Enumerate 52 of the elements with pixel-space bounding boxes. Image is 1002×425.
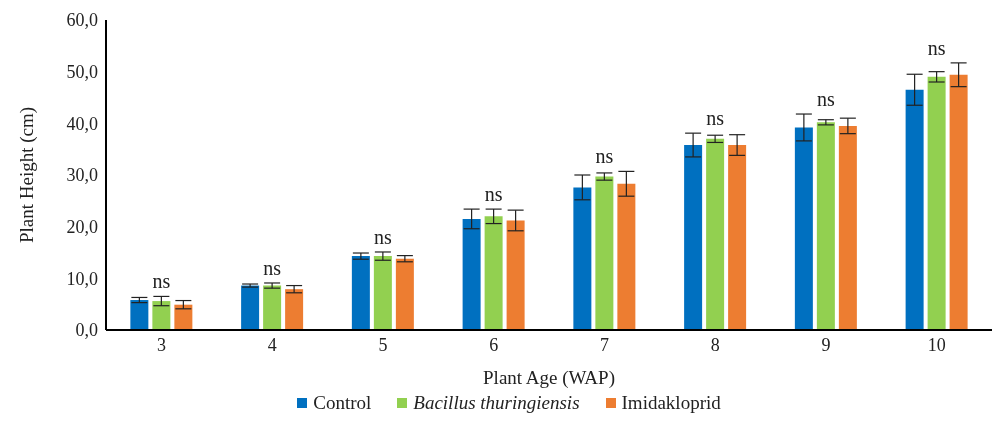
legend-label: Control (313, 392, 372, 414)
bar (174, 304, 193, 330)
bar (927, 76, 946, 330)
y-tick-label: 30,0 (66, 165, 98, 186)
bar (241, 285, 260, 330)
x-tick-label: 7 (599, 334, 609, 355)
bar (728, 145, 747, 330)
legend-label: Bacillus thuringiensis (413, 392, 580, 414)
bar (285, 289, 304, 330)
annotation: ns (816, 88, 835, 111)
x-tick-label: 10 (927, 334, 946, 355)
annotation: ns (595, 145, 614, 168)
x-tick-label: 8 (710, 334, 720, 355)
bar (816, 122, 835, 330)
annotation: ns (927, 36, 946, 59)
y-tick-label: 0,0 (75, 320, 98, 341)
annotation: ns (484, 183, 503, 206)
x-tick-label: 6 (489, 334, 499, 355)
bar (573, 187, 592, 330)
y-tick-label: 20,0 (66, 217, 98, 238)
bar (130, 300, 149, 330)
y-tick-label: 60,0 (66, 10, 98, 31)
annotation: ns (263, 256, 282, 279)
bar (617, 183, 636, 330)
bar (152, 301, 171, 330)
bar (351, 256, 370, 330)
bar (794, 127, 813, 330)
bar (373, 256, 392, 330)
bar (263, 285, 282, 330)
annotation: ns (152, 270, 171, 293)
y-tick-label: 40,0 (66, 113, 98, 134)
bar (838, 125, 857, 330)
y-tick-label: 10,0 (66, 268, 98, 289)
legend-label: Imidakloprid (621, 392, 721, 414)
bar (595, 176, 614, 330)
bar (706, 138, 725, 330)
bar (684, 145, 703, 330)
x-tick-label: 9 (821, 334, 831, 355)
annotation: ns (706, 107, 725, 130)
bar (905, 89, 924, 330)
x-tick-label: 5 (378, 334, 388, 355)
bar (949, 74, 968, 330)
bar (484, 216, 503, 330)
y-tick-label: 50,0 (66, 62, 98, 83)
x-axis-title: Plant Age (WAP) (483, 367, 615, 389)
bar (506, 220, 525, 330)
x-tick-label: 4 (267, 334, 277, 355)
bar (395, 258, 414, 330)
y-axis-title: Plant Height (cm) (15, 106, 38, 244)
annotation: ns (373, 225, 392, 248)
x-tick-label: 3 (156, 334, 166, 355)
bar (462, 218, 481, 330)
